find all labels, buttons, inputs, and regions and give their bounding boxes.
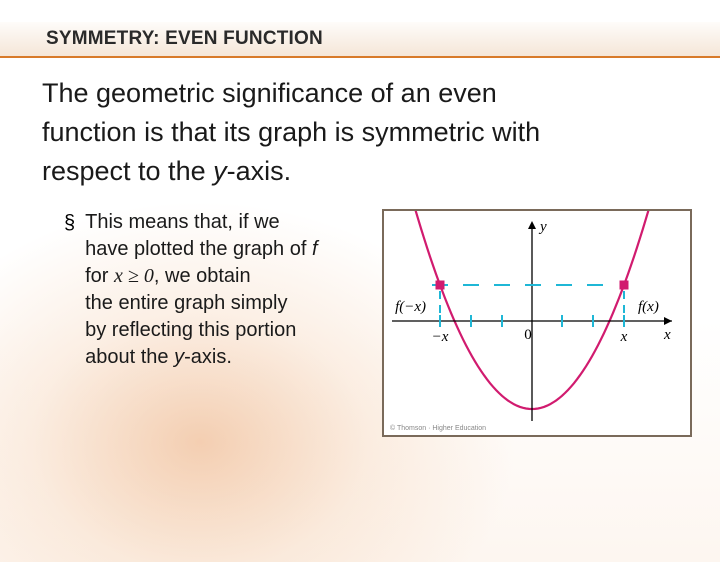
para-line-3a: respect to the <box>42 156 213 186</box>
para-line-3b: -axis. <box>227 156 292 186</box>
lower-row: § This means that, if we have plotted th… <box>0 191 720 437</box>
slide-title: SYMMETRY: EVEN FUNCTION <box>46 28 720 50</box>
main-paragraph: The geometric significance of an even fu… <box>0 58 720 191</box>
even-function-graph: y x 0 −x x f(−x) f(x) <box>384 211 674 435</box>
bullet-l3b: , we obtain <box>154 265 251 287</box>
svg-text:−x: −x <box>432 329 449 345</box>
bullet-l6a: about the <box>85 346 174 368</box>
bullet-text: This means that, if we have plotted the … <box>85 209 317 437</box>
para-line-1: The geometric significance of an even <box>42 74 674 113</box>
bullet-l3a: for <box>85 265 114 287</box>
bullet-l3-math: x ≥ 0 <box>114 265 154 287</box>
svg-text:0: 0 <box>524 327 532 343</box>
svg-text:x: x <box>663 327 671 343</box>
svg-text:y: y <box>538 219 547 235</box>
bullet-mark: § <box>64 209 75 437</box>
bullet-l2: have plotted the graph of f <box>85 236 317 263</box>
para-line-3: respect to the y-axis. <box>42 152 674 191</box>
para-line-3-ital: y <box>213 156 227 186</box>
bullet-l3: for x ≥ 0, we obtain <box>85 263 317 290</box>
title-bar: SYMMETRY: EVEN FUNCTION <box>0 22 720 58</box>
svg-text:x: x <box>620 329 628 345</box>
figure-box: y x 0 −x x f(−x) f(x) © Thomson · Higher Educa… <box>382 209 692 437</box>
bullet-block: § This means that, if we have plotted th… <box>64 209 364 437</box>
bullet-l2-ital: f <box>312 238 318 260</box>
bullet-l6: about the y-axis. <box>85 344 317 371</box>
bullet-l6b: -axis. <box>184 346 232 368</box>
svg-text:f(x): f(x) <box>638 299 659 315</box>
bullet-l1: This means that, if we <box>85 209 317 236</box>
figure-credit: © Thomson · Higher Education <box>390 425 486 432</box>
bullet-l2a: have plotted the graph of <box>85 238 312 260</box>
svg-text:f(−x): f(−x) <box>395 299 426 315</box>
bullet-l4: the entire graph simply <box>85 290 317 317</box>
bullet-l6-ital: y <box>174 346 184 368</box>
bullet-l5: by reflecting this portion <box>85 317 317 344</box>
para-line-2: function is that its graph is symmetric … <box>42 113 674 152</box>
